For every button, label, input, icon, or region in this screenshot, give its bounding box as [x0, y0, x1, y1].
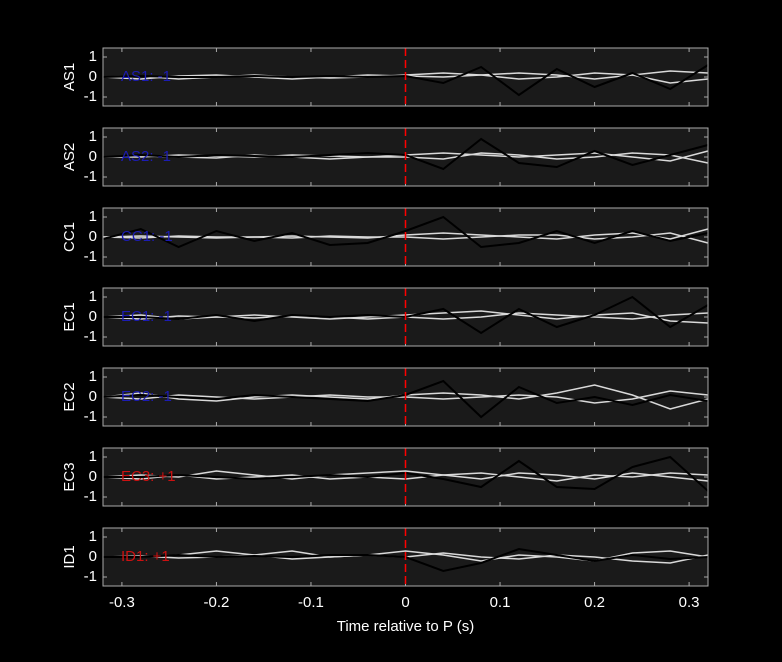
y-axis-label: AS1 [61, 63, 78, 91]
plot-frame [102, 287, 709, 347]
trace [102, 215, 709, 249]
y-axis-label: EC3 [61, 462, 78, 491]
x-tick-label: 0.2 [584, 594, 605, 611]
y-axis-label: EC2 [61, 382, 78, 411]
y-tick-label: 0 [89, 468, 97, 485]
plot-frame [102, 447, 709, 507]
y-tick-label: -1 [84, 88, 97, 105]
y-axis-label: EC1 [61, 302, 78, 331]
plot-frame [102, 47, 709, 107]
y-tick-label: 0 [89, 548, 97, 565]
y-tick-label: 0 [89, 68, 97, 85]
x-tick-label: -0.2 [204, 594, 230, 611]
y-tick-label: -1 [84, 488, 97, 505]
plot-frame [102, 527, 709, 587]
y-tick-label: 1 [89, 448, 97, 465]
x-tick-label: 0.1 [490, 594, 511, 611]
trace [102, 470, 709, 482]
annotation: CC1: -1 [121, 228, 173, 245]
y-tick-label: 0 [89, 228, 97, 245]
y-tick-label: 1 [89, 128, 97, 145]
y-axis-label: CC1 [61, 222, 78, 252]
y-tick-label: 0 [89, 148, 97, 165]
y-axis-label: ID1 [61, 545, 78, 568]
y-tick-label: 1 [89, 208, 97, 225]
annotation: EC3: +1 [121, 468, 176, 485]
annotation: ID1: +1 [121, 548, 170, 565]
y-tick-label: -1 [84, 328, 97, 345]
annotation: EC1: -1 [121, 308, 172, 325]
y-tick-label: -1 [84, 248, 97, 265]
x-tick-label: -0.3 [109, 594, 135, 611]
plot-frame [102, 367, 709, 427]
x-tick-label: 0.3 [679, 594, 700, 611]
annotation: AS1: -1 [121, 68, 171, 85]
y-tick-label: 0 [89, 388, 97, 405]
y-tick-label: 1 [89, 368, 97, 385]
y-tick-label: 1 [89, 528, 97, 545]
x-axis-label: Time relative to P (s) [337, 618, 475, 635]
y-tick-label: -1 [84, 168, 97, 185]
y-tick-label: 1 [89, 288, 97, 305]
y-tick-label: 1 [89, 48, 97, 65]
y-tick-label: -1 [84, 408, 97, 425]
y-tick-label: -1 [84, 568, 97, 585]
annotation: EC2: -1 [121, 388, 172, 405]
x-tick-label: 0 [401, 594, 409, 611]
plot-frame [102, 207, 709, 267]
plot-frame [102, 127, 709, 187]
x-tick-label: -0.1 [298, 594, 324, 611]
y-tick-label: 0 [89, 308, 97, 325]
annotation: AS2: -1 [121, 148, 171, 165]
y-axis-label: AS2 [61, 143, 78, 171]
